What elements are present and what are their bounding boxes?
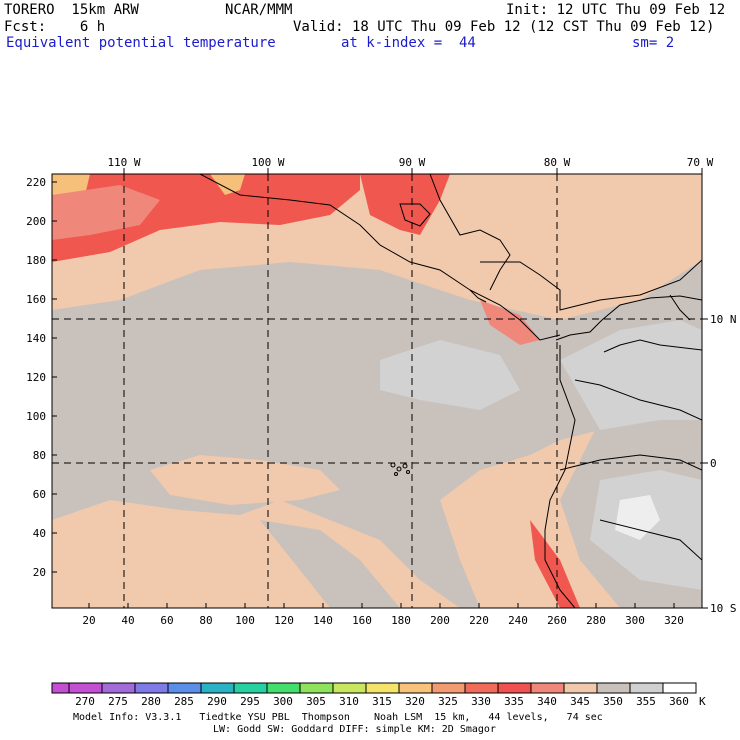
lat-label: 10 S bbox=[710, 602, 737, 615]
colorbar-swatch bbox=[629, 682, 664, 694]
colorbar-unit: K bbox=[699, 695, 706, 708]
colorbar-swatch bbox=[530, 682, 565, 694]
colorbar: 270 275 280 285 290 295 300 305 310 315 320 325 330 3… bbox=[51, 682, 697, 708]
model-title: TORERO 15km ARW bbox=[4, 2, 139, 18]
coastlines bbox=[199, 174, 702, 608]
colorbar-swatch bbox=[68, 682, 103, 694]
x-tick-label: 260 bbox=[547, 614, 567, 627]
x-tick-label: 220 bbox=[469, 614, 489, 627]
x-tick-label: 40 bbox=[121, 614, 134, 627]
x-tick-label: 80 bbox=[199, 614, 212, 627]
y-tick-label: 60 bbox=[33, 488, 46, 501]
colorbar-label: 285 bbox=[174, 695, 194, 708]
colorbar-label: 290 bbox=[207, 695, 227, 708]
lat-label: 10 N bbox=[710, 313, 737, 326]
colorbar-swatch bbox=[563, 682, 598, 694]
x-tick-label: 140 bbox=[313, 614, 333, 627]
lon-label: 70 W bbox=[687, 156, 714, 169]
colorbar-label: 340 bbox=[537, 695, 557, 708]
x-tick-label: 160 bbox=[352, 614, 372, 627]
colorbar-label: 355 bbox=[636, 695, 656, 708]
forecast-hour: Fcst: 6 h bbox=[4, 19, 106, 35]
colorbar-swatch bbox=[431, 682, 466, 694]
colorbar-swatch bbox=[51, 682, 70, 694]
colorbar-label: 310 bbox=[339, 695, 359, 708]
colorbar-label: 330 bbox=[471, 695, 491, 708]
valid-time: Valid: 18 UTC Thu 09 Feb 12 (12 CST Thu … bbox=[293, 19, 715, 35]
colorbar-swatch bbox=[266, 682, 301, 694]
x-tick-label: 300 bbox=[625, 614, 645, 627]
colorbar-label: 335 bbox=[504, 695, 524, 708]
axis-ticks bbox=[52, 168, 708, 609]
x-tick-label: 320 bbox=[664, 614, 684, 627]
y-tick-label: 20 bbox=[33, 566, 46, 579]
organization: NCAR/MMM bbox=[225, 2, 293, 18]
x-tick-label: 240 bbox=[508, 614, 528, 627]
colorbar-label: 345 bbox=[570, 695, 590, 708]
colorbar-swatch bbox=[101, 682, 136, 694]
smoothing: sm= 2 bbox=[632, 35, 675, 51]
colorbar-swatch bbox=[398, 682, 433, 694]
init-time: Init: 12 UTC Thu 09 Feb 12 bbox=[506, 2, 726, 18]
colorbar-label: 295 bbox=[240, 695, 260, 708]
colorbar-swatch bbox=[299, 682, 334, 694]
y-tick-label: 100 bbox=[26, 410, 46, 423]
field-name: Equivalent potential temperature bbox=[6, 35, 276, 51]
lat-label: 0 bbox=[710, 457, 717, 470]
colorbar-label: 275 bbox=[108, 695, 128, 708]
x-tick-label: 200 bbox=[430, 614, 450, 627]
colorbar-label: 280 bbox=[141, 695, 161, 708]
x-tick-label: 20 bbox=[82, 614, 95, 627]
model-info-line2: LW: Godd SW: Goddard DIFF: simple KM: 2D… bbox=[213, 724, 496, 735]
colorbar-swatch bbox=[134, 682, 169, 694]
y-tick-label: 180 bbox=[26, 254, 46, 267]
colorbar-swatch bbox=[233, 682, 268, 694]
lon-label: 90 W bbox=[399, 156, 426, 169]
colorbar-label: 315 bbox=[372, 695, 392, 708]
galapagos-islands bbox=[390, 462, 410, 476]
colorbar-swatch bbox=[497, 682, 532, 694]
theta-e-field bbox=[52, 174, 702, 608]
model-info-line1: Model Info: V3.3.1 Tiedtke YSU PBL Thomp… bbox=[73, 712, 603, 723]
level-index: at k-index = 44 bbox=[341, 35, 476, 51]
x-tick-label: 100 bbox=[235, 614, 255, 627]
y-tick-label: 140 bbox=[26, 332, 46, 345]
lon-label: 100 W bbox=[251, 156, 284, 169]
y-tick-label: 160 bbox=[26, 293, 46, 306]
x-tick-label: 180 bbox=[391, 614, 411, 627]
colorbar-label: 360 bbox=[669, 695, 689, 708]
lon-label: 110 W bbox=[107, 156, 140, 169]
colorbar-label: 305 bbox=[306, 695, 326, 708]
x-tick-label: 60 bbox=[160, 614, 173, 627]
colorbar-label: 270 bbox=[75, 695, 95, 708]
colorbar-swatch bbox=[365, 682, 400, 694]
colorbar-label: 350 bbox=[603, 695, 623, 708]
lon-label: 80 W bbox=[544, 156, 571, 169]
x-tick-label: 280 bbox=[586, 614, 606, 627]
y-tick-label: 40 bbox=[33, 527, 46, 540]
colorbar-swatch bbox=[200, 682, 235, 694]
colorbar-swatch bbox=[596, 682, 631, 694]
y-tick-label: 80 bbox=[33, 449, 46, 462]
colorbar-swatch bbox=[332, 682, 367, 694]
colorbar-swatch bbox=[464, 682, 499, 694]
x-tick-label: 120 bbox=[274, 614, 294, 627]
colorbar-swatch bbox=[167, 682, 202, 694]
plot-frame bbox=[51, 173, 703, 609]
colorbar-label: 320 bbox=[405, 695, 425, 708]
colorbar-label: 325 bbox=[438, 695, 458, 708]
y-tick-label: 120 bbox=[26, 371, 46, 384]
y-tick-label: 220 bbox=[26, 176, 46, 189]
graticule bbox=[52, 174, 702, 608]
y-tick-label: 200 bbox=[26, 215, 46, 228]
colorbar-swatch bbox=[662, 682, 697, 694]
colorbar-label: 300 bbox=[273, 695, 293, 708]
